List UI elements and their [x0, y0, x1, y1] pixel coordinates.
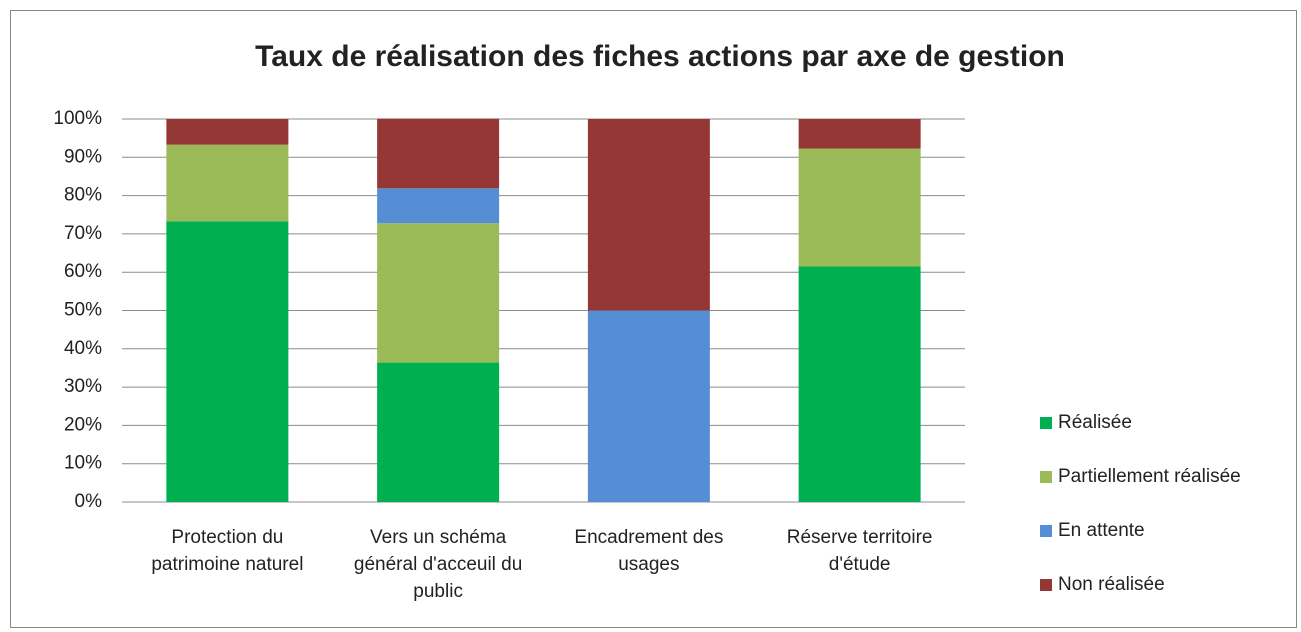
- legend-swatch: [1040, 417, 1052, 429]
- bar-segment: [166, 221, 289, 503]
- legend-label: Non réalisée: [1058, 574, 1165, 595]
- bar-segment: [377, 223, 500, 363]
- legend-label: En attente: [1058, 520, 1145, 541]
- chart-title: Taux de réalisation des fiches actions p…: [255, 40, 1065, 73]
- y-tick-label: 80%: [64, 185, 102, 206]
- y-tick-label: 90%: [64, 146, 102, 167]
- legend-swatch: [1040, 525, 1052, 537]
- bar-segment: [166, 119, 289, 145]
- y-tick-label: 50%: [64, 300, 102, 321]
- bar-segment: [587, 119, 710, 311]
- bar-segment: [377, 362, 500, 502]
- legend-swatch: [1040, 579, 1052, 591]
- legend-label: Partiellement réalisée: [1058, 466, 1241, 487]
- y-tick-label: 70%: [64, 223, 102, 244]
- y-tick-label: 30%: [64, 376, 102, 397]
- x-tick-label: Vers un schéma général d'acceuil du publ…: [353, 527, 523, 602]
- y-tick-label: 10%: [64, 453, 102, 474]
- legend-swatch: [1040, 471, 1052, 483]
- bar-segment: [166, 144, 289, 222]
- bar-segment: [587, 310, 710, 502]
- bar-segment: [798, 119, 921, 149]
- bar-segment: [798, 266, 921, 502]
- x-tick-label: Encadrement des usages: [574, 527, 724, 575]
- y-tick-label: 60%: [64, 261, 102, 282]
- bar-segment: [377, 188, 500, 224]
- y-tick-label: 100%: [53, 108, 102, 129]
- legend-label: Réalisée: [1058, 412, 1132, 433]
- bar-segment: [798, 148, 921, 267]
- y-tick-label: 40%: [64, 338, 102, 359]
- x-tick-label: Protection du patrimoine naturel: [151, 527, 304, 575]
- x-tick-label: Réserve territoire d'étude: [786, 527, 933, 575]
- y-tick-label: 20%: [64, 414, 102, 435]
- y-tick-label: 0%: [75, 491, 103, 512]
- bar-segment: [377, 118, 500, 189]
